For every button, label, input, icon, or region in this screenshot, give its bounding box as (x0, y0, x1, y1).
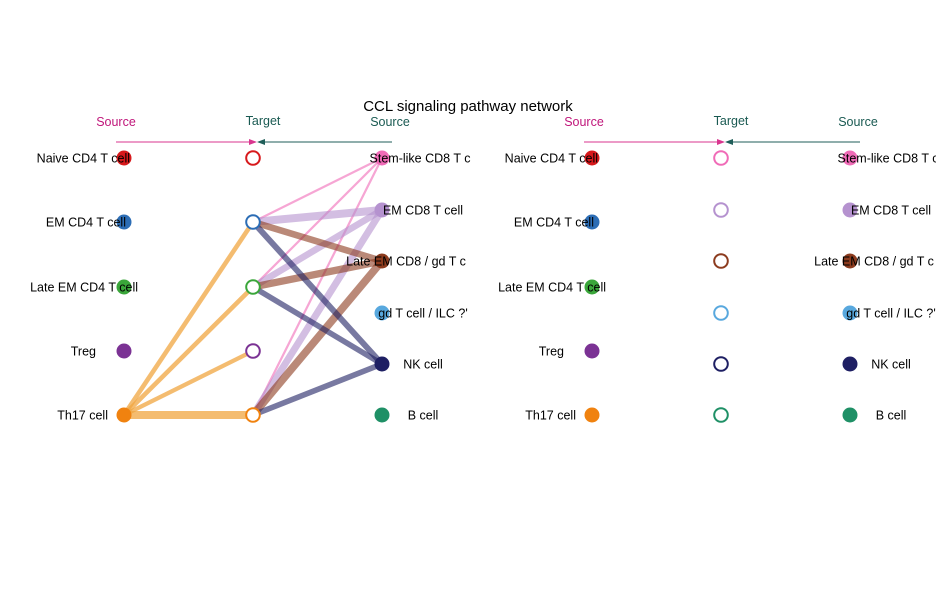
source-label: Th17 cell (525, 409, 576, 423)
arrow-head-right (257, 139, 265, 145)
target-node (245, 214, 261, 230)
source-node (116, 343, 132, 359)
edge-right-0 (252, 157, 383, 223)
target-node (245, 407, 261, 423)
source-label: Treg (539, 345, 564, 359)
right-node (842, 202, 858, 218)
right-node (842, 407, 858, 423)
right-node-label: gd T cell / ILC ?' (846, 307, 935, 321)
source-label: Late EM CD4 T cell (498, 281, 606, 295)
target-node (713, 356, 729, 372)
right-node-label: gd T cell / ILC ?' (378, 307, 467, 321)
source-node (584, 214, 600, 230)
source-node (116, 150, 132, 166)
source-node (116, 214, 132, 230)
edge-right-6 (252, 218, 383, 265)
figure-title: CCL signaling pathway network (363, 98, 573, 115)
right-node-label: EM CD8 T cell (851, 204, 931, 218)
target-node (713, 305, 729, 321)
header-source-right: Source (370, 115, 410, 129)
edge-right-5 (250, 208, 385, 417)
right-node (374, 305, 390, 321)
edge-right-8 (250, 258, 385, 418)
source-label: Th17 cell (57, 409, 108, 423)
edge-left-2 (123, 349, 254, 417)
edge-right-2 (252, 157, 383, 416)
source-label: Naive CD4 T cell (37, 152, 130, 166)
right-node (842, 253, 858, 269)
right-node (374, 150, 390, 166)
target-node (713, 253, 729, 269)
arrow-head-left (249, 139, 257, 145)
right-node-label: B cell (408, 409, 439, 423)
edge-left-0 (122, 220, 255, 417)
right-node-label: EM CD8 T cell (383, 204, 463, 218)
source-label: Treg (71, 345, 96, 359)
right-node-label: NK cell (403, 358, 443, 372)
right-node (374, 202, 390, 218)
right-node-label: Late EM CD8 / gd T c (346, 255, 466, 269)
network-panel-1: Source Target Source Naive CD4 T cell EM CD4… (30, 114, 470, 423)
target-node (713, 407, 729, 423)
header-source-right: Source (838, 115, 878, 129)
right-node-label: Late EM CD8 / gd T c (814, 255, 934, 269)
source-label: Late EM CD4 T cell (30, 281, 138, 295)
source-label: EM CD4 T cell (46, 216, 126, 230)
header-target: Target (246, 114, 281, 128)
arrow-head-right (725, 139, 733, 145)
source-node (116, 407, 132, 423)
header-target: Target (714, 114, 749, 128)
edge-right-7 (252, 257, 383, 291)
right-node (374, 407, 390, 423)
edge-right-11 (251, 361, 384, 418)
right-node-label: NK cell (871, 358, 911, 372)
network-panel-2: Source Target Source Naive CD4 T cell EM CD4… (498, 114, 936, 423)
source-label: Naive CD4 T cell (505, 152, 598, 166)
edge-left-1 (122, 285, 255, 417)
source-node (116, 279, 132, 295)
right-node-label: Stem-like CD8 T c (370, 152, 471, 166)
right-node-label: B cell (876, 409, 907, 423)
target-node (713, 150, 729, 166)
edge-right-9 (250, 219, 385, 367)
edge-right-3 (252, 206, 383, 226)
source-node (584, 279, 600, 295)
source-node (584, 407, 600, 423)
target-node (245, 343, 261, 359)
target-node (245, 150, 261, 166)
source-label: EM CD4 T cell (514, 216, 594, 230)
source-node (584, 150, 600, 166)
edge-right-1 (252, 157, 383, 288)
arrow-head-left (717, 139, 725, 145)
target-node (245, 279, 261, 295)
right-node (842, 150, 858, 166)
header-source-left: Source (96, 115, 136, 129)
right-node (842, 305, 858, 321)
source-node (584, 343, 600, 359)
edges (122, 157, 385, 419)
right-node (374, 356, 390, 372)
edge-right-10 (251, 284, 384, 367)
header-source-left: Source (564, 115, 604, 129)
right-node-label: Stem-like CD8 T c (838, 152, 936, 166)
target-node (713, 202, 729, 218)
edge-right-4 (251, 207, 384, 290)
right-node (374, 253, 390, 269)
right-node (842, 356, 858, 372)
